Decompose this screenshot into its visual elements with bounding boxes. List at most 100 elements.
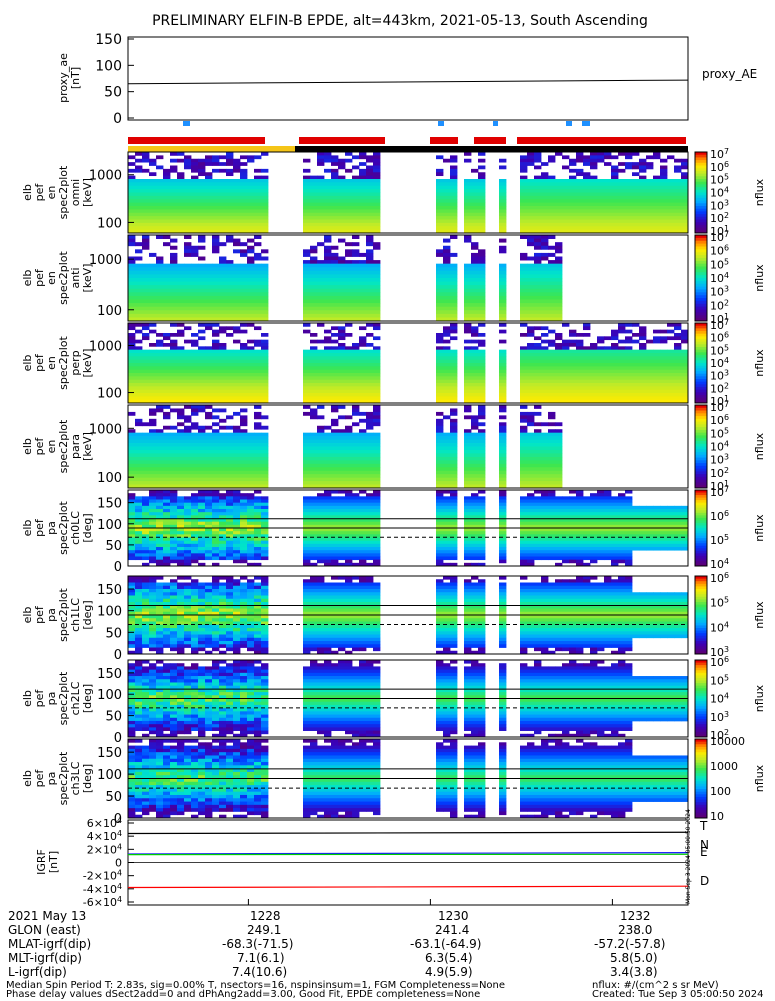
spec-cell — [359, 390, 366, 394]
spec-cell — [240, 396, 247, 400]
spec-cell — [541, 360, 548, 364]
spec-cell — [212, 353, 219, 357]
spec-cell — [471, 186, 478, 190]
spec-cell — [520, 370, 527, 374]
spec-cell — [562, 223, 569, 227]
spec-cell — [499, 292, 506, 296]
spec-cell — [163, 553, 170, 557]
spec-cell — [464, 206, 471, 210]
spec-cell — [240, 292, 247, 296]
spec-cell — [128, 213, 135, 217]
spec-cell — [464, 453, 471, 457]
spec-cell — [303, 213, 310, 217]
spec-cell — [177, 209, 184, 213]
spec-cell — [310, 278, 317, 282]
spec-cell — [576, 390, 583, 394]
spec-cell — [499, 206, 506, 210]
spec-cell — [142, 509, 149, 513]
spec-cell — [331, 189, 338, 193]
spec-cell — [261, 496, 268, 500]
spec-cell — [352, 314, 359, 318]
spec-cell — [639, 176, 646, 180]
spec-cell — [681, 216, 688, 220]
spec-cell — [331, 356, 338, 360]
spec-cell — [198, 460, 205, 464]
spec-cell — [212, 380, 219, 384]
spec-cell — [625, 179, 632, 183]
spec-cell — [555, 376, 562, 380]
spec-cell — [520, 285, 527, 289]
spec-cell — [555, 246, 562, 250]
spec-cell — [198, 443, 205, 447]
spec-cell — [128, 189, 135, 193]
spec-cell — [128, 314, 135, 318]
spec-cell — [170, 300, 177, 304]
spec-cell — [604, 186, 611, 190]
spec-cell — [226, 557, 233, 561]
spec-cell — [464, 182, 471, 186]
spec-cell — [254, 314, 261, 318]
spec-cell — [548, 350, 555, 354]
spec-cell — [548, 353, 555, 357]
spec-cell — [184, 541, 191, 545]
spec-cell — [317, 506, 324, 510]
spec-cell — [310, 440, 317, 444]
spec-cell — [653, 206, 660, 210]
spec-cell — [464, 300, 471, 304]
spec-cell — [632, 189, 639, 193]
spec-cell — [135, 553, 142, 557]
spec-cell — [219, 196, 226, 200]
spec-cell — [205, 271, 212, 275]
spec-cell — [240, 193, 247, 197]
spec-cell — [359, 303, 366, 307]
spec-cell — [261, 415, 268, 419]
spec-cell — [373, 460, 380, 464]
spec-cell — [226, 223, 233, 227]
spec-cell — [597, 396, 604, 400]
spec-cell — [310, 443, 317, 447]
spec-cell — [331, 457, 338, 461]
spec-cell — [359, 199, 366, 203]
spec-cell — [303, 274, 310, 278]
spec-cell — [583, 193, 590, 197]
spec-cell — [156, 560, 163, 564]
spec-cell — [184, 235, 191, 239]
spec-cell — [261, 467, 268, 471]
spec-cell — [233, 223, 240, 227]
spec-cell — [156, 528, 163, 532]
spec-cell — [338, 193, 345, 197]
spec-cell — [471, 433, 478, 437]
spec-cell — [191, 538, 198, 542]
spec-cell — [212, 376, 219, 380]
spec-cell — [177, 383, 184, 387]
spec-cell — [331, 528, 338, 532]
spec-cell — [163, 544, 170, 548]
spec-cell — [604, 189, 611, 193]
spec-cell — [261, 289, 268, 293]
spec-cell — [163, 457, 170, 461]
spec-cell — [205, 209, 212, 213]
spec-cell — [541, 333, 548, 337]
spec-cell — [478, 209, 485, 213]
spec-cell — [135, 531, 142, 535]
spec-cell — [527, 453, 534, 457]
spec-cell — [555, 310, 562, 314]
spec-cell — [520, 467, 527, 471]
spec-cell — [373, 274, 380, 278]
spec-cell — [653, 330, 660, 334]
spec-cell — [590, 373, 597, 377]
spec-cell — [597, 155, 604, 159]
spec-cell — [625, 373, 632, 377]
spec-cell — [436, 471, 443, 475]
spec-cell — [240, 390, 247, 394]
spec-cell — [303, 386, 310, 390]
spec-cell — [135, 478, 142, 482]
spec-cell — [205, 285, 212, 289]
spec-cell — [681, 196, 688, 200]
spec-cell — [205, 216, 212, 220]
spec-cell — [352, 220, 359, 224]
spec-cell — [499, 196, 506, 200]
spec-cell — [583, 370, 590, 374]
spec-cell — [198, 209, 205, 213]
spec-cell — [191, 282, 198, 286]
